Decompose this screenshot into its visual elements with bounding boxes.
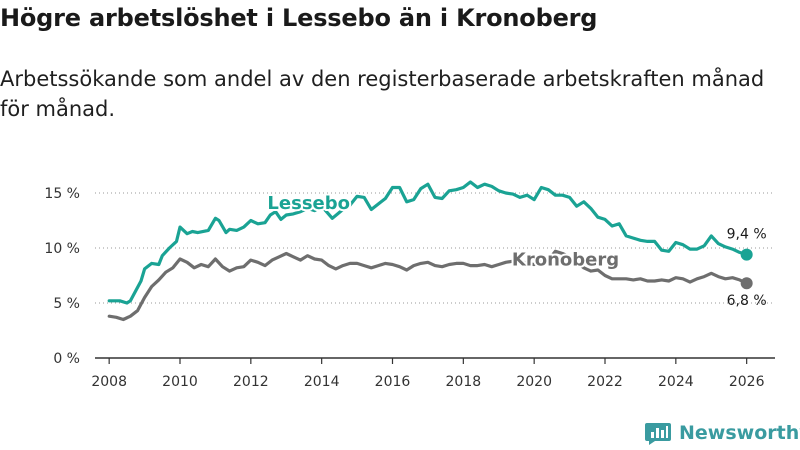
x-tick-label: 2014 [304, 374, 340, 390]
x-tick-label: 2026 [729, 374, 765, 390]
y-tick-label: 5 % [53, 296, 80, 312]
x-tick-label: 2012 [233, 374, 269, 390]
x-tick-label: 2024 [658, 374, 694, 390]
series-label-kronoberg: Kronoberg [512, 250, 619, 271]
page-title: Högre arbetslöshet i Lessebo än i Kronob… [0, 4, 598, 32]
x-tick-label: 2016 [375, 374, 411, 390]
x-tick-label: 2022 [587, 374, 623, 390]
gridlines [95, 192, 775, 304]
chart-subtitle: Arbetssökande som andel av den registerb… [0, 67, 765, 121]
x-tick-label: 2008 [91, 374, 127, 390]
x-axis-ticks: 2008 2010 2012 2014 2016 2018 2020 2022 2024 2026 [91, 358, 765, 390]
y-axis-ticks: 0 % 5 % 10 % 15 % [44, 186, 80, 367]
end-label-lessebo: 9,4 % [727, 227, 767, 243]
x-tick-label: 2010 [162, 374, 198, 390]
series-line-kronoberg [107, 249, 749, 322]
newsworthy-brand: Newsworthy [645, 418, 800, 448]
end-point-kronoberg [740, 277, 753, 290]
end-point-lessebo [740, 248, 753, 261]
series-lines [107, 180, 753, 322]
y-tick-label: 15 % [44, 186, 80, 202]
x-tick-label: 2018 [446, 374, 482, 390]
end-label-kronoberg: 6,8 % [727, 293, 767, 309]
x-tick-label: 2020 [516, 374, 552, 390]
series-label-lessebo: Lessebo [267, 193, 350, 214]
series-line-lessebo [107, 180, 749, 305]
y-tick-label: 10 % [44, 241, 80, 257]
bar-chart-logo-icon [645, 423, 671, 445]
brand-name: Newsworthy [679, 422, 800, 444]
y-tick-label: 0 % [53, 351, 80, 367]
series-labels: Lessebo Kronoberg 9,4 % 6,8 % [265, 191, 767, 309]
